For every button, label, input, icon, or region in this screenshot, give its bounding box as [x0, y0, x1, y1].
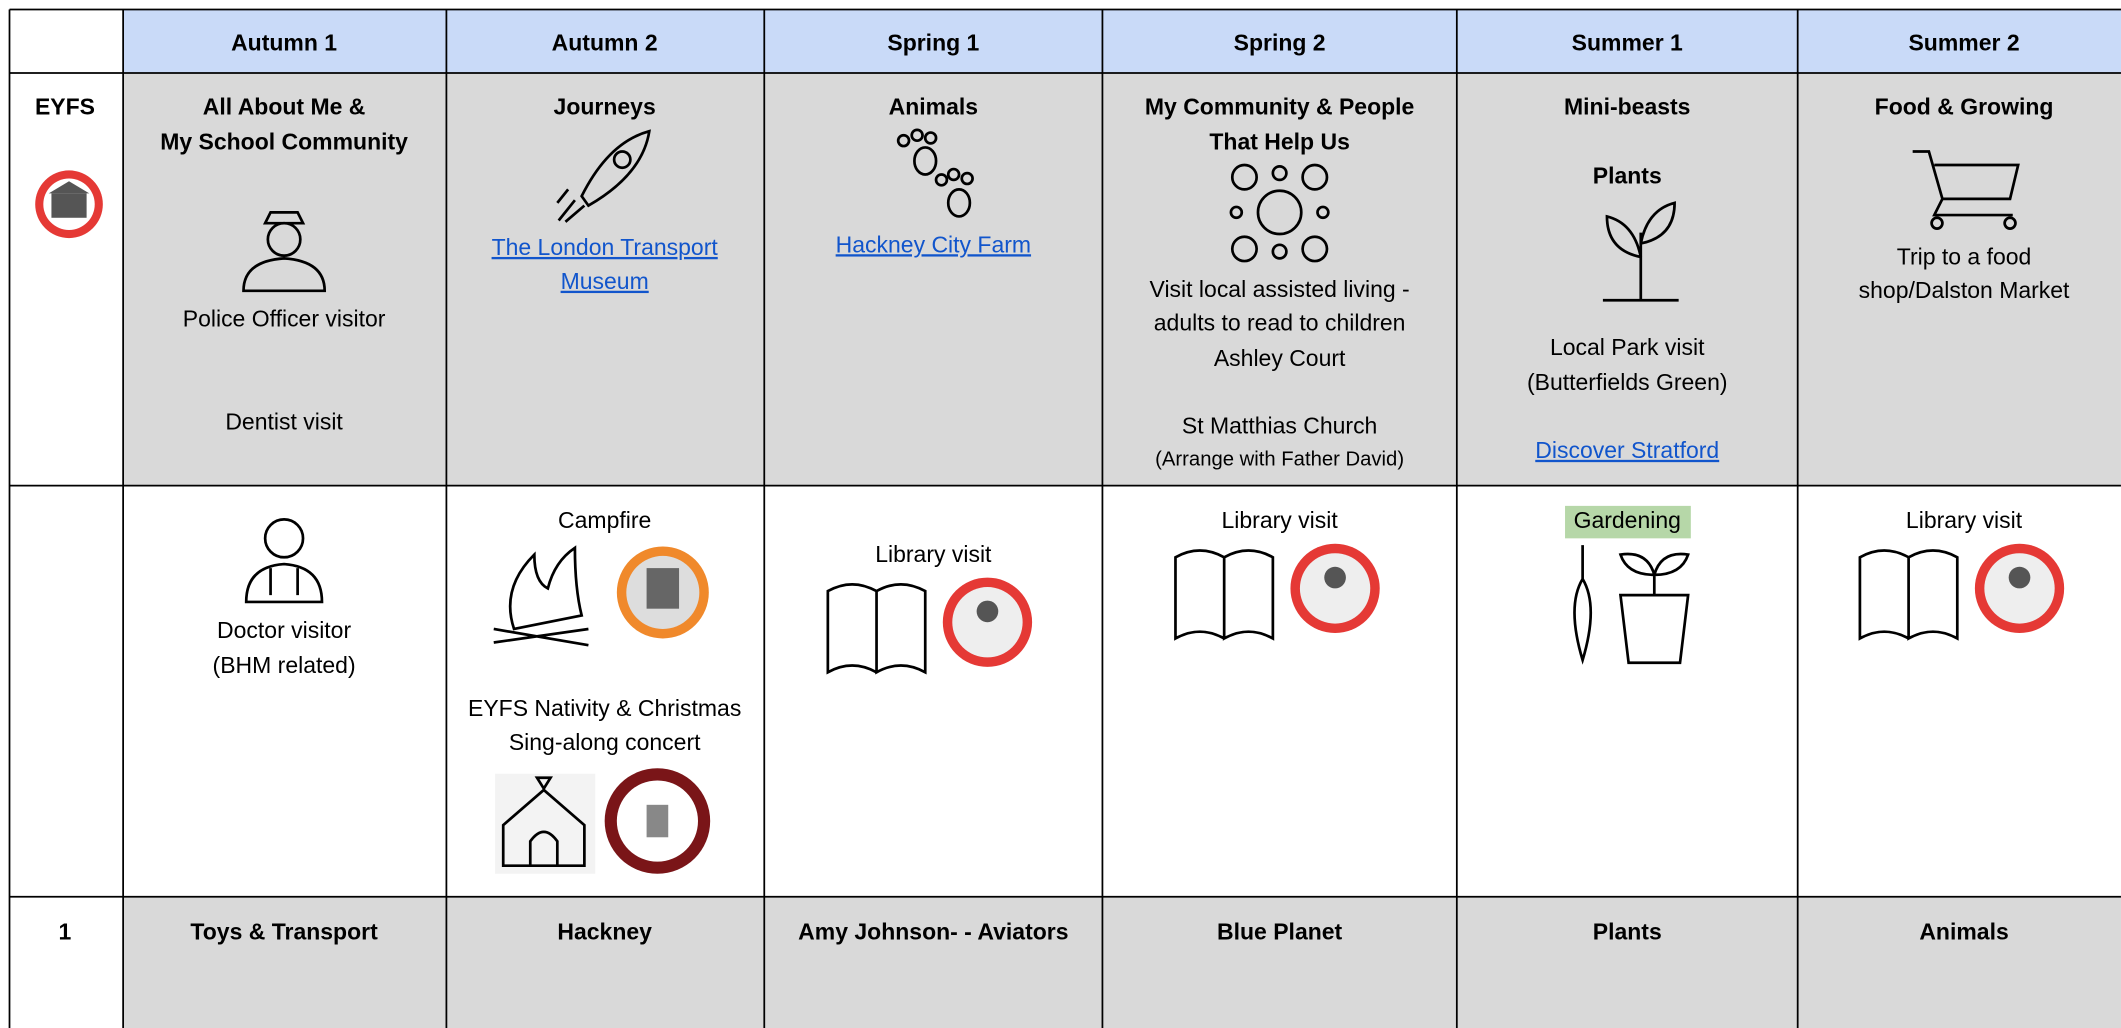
heading-text: My School Community — [160, 128, 408, 154]
nativity-badge — [604, 768, 711, 874]
gardening-icon — [1573, 545, 1690, 665]
heading-text: Animals — [1919, 918, 2008, 944]
heading-text: Autumn 1 — [231, 30, 337, 56]
cell-text: Library visit — [1222, 507, 1339, 533]
cell-text: St Matthias Church — [1182, 413, 1377, 439]
cell-text: Visit local assisted living - — [1150, 276, 1410, 302]
cell-text: Library visit — [875, 541, 992, 567]
heading-text: Journeys — [554, 93, 656, 119]
heading-text: Plants — [1593, 918, 1662, 944]
cell-text: shop/Dalston Market — [1859, 277, 2070, 303]
heading-text: Animals — [889, 93, 978, 119]
heading-text: Summer 1 — [1572, 30, 1683, 56]
heading-text: 1 — [59, 918, 72, 944]
heading-text: Amy Johnson- - Aviators — [798, 918, 1068, 944]
heading-text: Food & Growing — [1875, 93, 2054, 119]
cell-text: Campfire — [558, 507, 651, 533]
heading-text: EYFS — [35, 93, 95, 119]
highlight — [1565, 505, 1691, 539]
cell-text: adults to read to children — [1154, 310, 1406, 336]
heading-text: Summer 2 — [1908, 30, 2019, 56]
cell-text: Trip to a food — [1897, 243, 2032, 269]
cell-text: EYFS Nativity & Christmas — [468, 695, 741, 721]
topic-row — [123, 896, 2121, 1028]
church-icon — [495, 773, 596, 874]
book-icon — [826, 549, 1959, 675]
library-badge — [942, 543, 2065, 667]
topic-row — [123, 73, 2121, 486]
heading-text: Blue Planet — [1217, 918, 1343, 944]
heading-text: That Help Us — [1209, 128, 1349, 154]
castle-badge — [616, 546, 709, 639]
link-text[interactable]: Hackney City Farm — [836, 231, 1031, 257]
link-text[interactable]: The London Transport — [492, 234, 719, 260]
trolley-icon — [1912, 150, 2020, 230]
cell-text: (Butterfields Green) — [1527, 369, 1728, 395]
heading-text: All About Me & — [203, 93, 366, 119]
heading-text: Mini-beasts — [1564, 93, 1690, 119]
heading-text: My Community & People — [1145, 93, 1414, 119]
header-row — [123, 9, 2121, 74]
community-icon — [1229, 163, 1330, 263]
cell-text: Library visit — [1906, 507, 2023, 533]
cell-text: Local Park visit — [1550, 334, 1705, 360]
cell-text: Gardening — [1574, 507, 1681, 533]
heading-text: Spring 2 — [1234, 30, 1326, 56]
plant-icon — [1602, 201, 1679, 302]
cell-text: Doctor visitor — [217, 617, 351, 643]
link-text[interactable]: Museum — [561, 268, 649, 294]
cell-text: Dentist visit — [225, 408, 343, 434]
paw-icon — [896, 128, 974, 218]
cell-text: Sing-along concert — [509, 729, 701, 755]
heading-text: Autumn 2 — [552, 30, 658, 56]
heading-text: Toys & Transport — [190, 918, 378, 944]
police-icon — [242, 211, 327, 293]
heading-text: Hackney — [557, 918, 652, 944]
cell-text: Ashley Court — [1214, 345, 1346, 371]
heading-text: Spring 1 — [887, 30, 979, 56]
link-text[interactable]: Discover Stratford — [1535, 437, 1719, 463]
doctor-icon — [244, 518, 324, 604]
cell-text: (BHM related) — [213, 652, 356, 678]
school-badge — [35, 170, 103, 239]
cell-text: Police Officer visitor — [183, 306, 386, 332]
campfire-icon — [493, 545, 589, 647]
cell-text: (Arrange with Father David) — [1155, 448, 1404, 470]
grid — [8, 8, 2121, 1028]
rocket-icon — [556, 129, 651, 223]
heading-text: Plants — [1593, 162, 1662, 188]
